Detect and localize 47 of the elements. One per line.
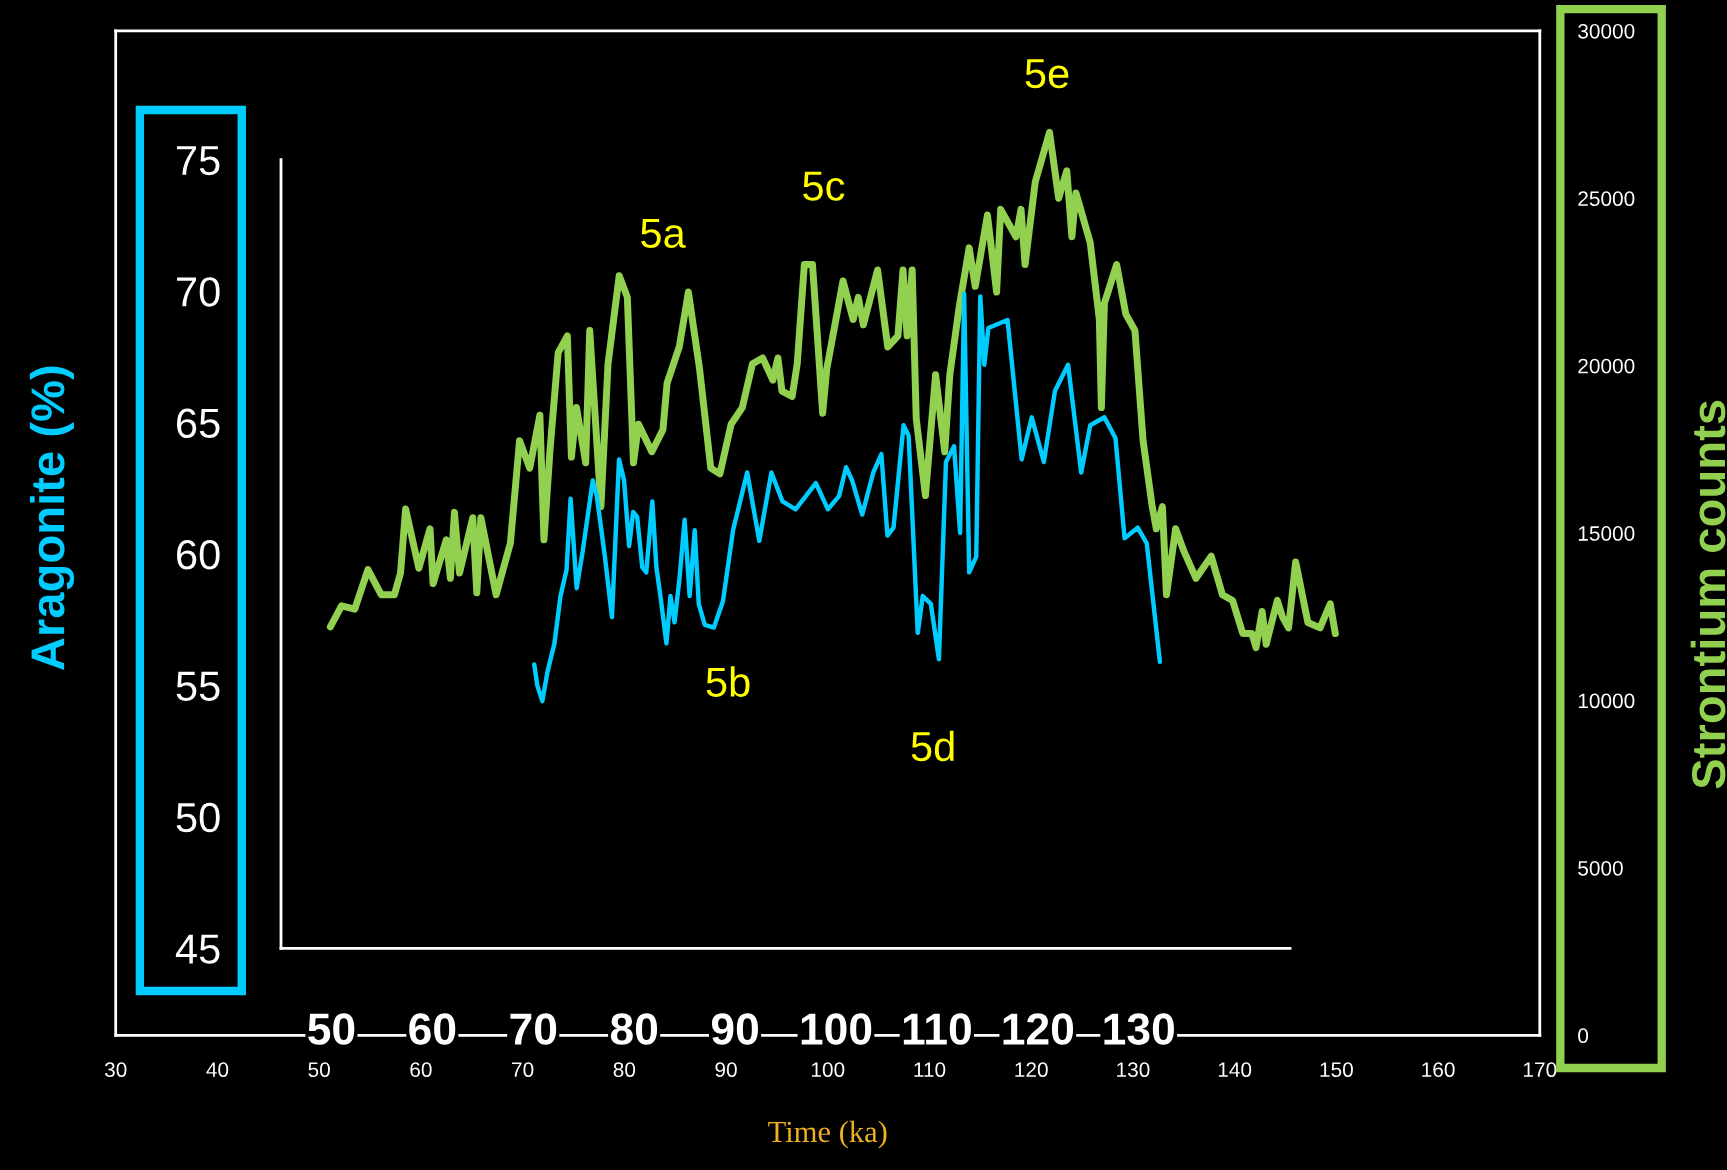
y-tick-label: 45	[175, 934, 220, 964]
x-tick-label: 60	[410, 1062, 432, 1078]
y-tick-label: 20000	[1578, 358, 1635, 374]
y-tick-label: 30000	[1578, 23, 1635, 39]
y-axis-title: Aragonite (%)	[29, 366, 75, 671]
y-tick-label: 0	[1578, 1028, 1589, 1044]
x-tick-label: 130	[1104, 1013, 1174, 1045]
x-tick-label: 160	[1422, 1062, 1455, 1078]
x-tick-label: 170	[1524, 1062, 1557, 1078]
y-tick-label: 60	[177, 540, 220, 570]
annotation: 5a	[641, 218, 686, 248]
y-tick-label: 55	[176, 671, 220, 701]
annotation: 5e	[1025, 59, 1069, 89]
x-tick-label: 80	[610, 1013, 658, 1045]
x-tick-label: 90	[711, 1013, 758, 1045]
y-tick-label: 50	[176, 802, 220, 833]
x-tick-label: 90	[715, 1062, 737, 1078]
x-tick-label: 70	[510, 1013, 557, 1045]
annotation: 5d	[911, 730, 954, 762]
x-tick-label: 50	[308, 1013, 355, 1045]
x-axis-title: Time (ka)	[768, 1120, 887, 1149]
x-tick-label: 100	[801, 1013, 872, 1045]
x-tick-label: 110	[903, 1013, 971, 1045]
x-tick-label: 140	[1218, 1062, 1252, 1078]
y-tick-label: 70	[177, 277, 220, 307]
x-tick-label: 50	[308, 1062, 330, 1078]
x-tick-label: 110	[914, 1062, 946, 1078]
y-tick-label: 65	[177, 408, 220, 439]
y-axis-title: Strontium counts	[1690, 400, 1726, 789]
y-tick-label: 5000	[1578, 860, 1623, 876]
y-tick-label: 75	[177, 146, 220, 176]
x-tick-label: 80	[613, 1062, 636, 1078]
line-series	[532, 291, 1163, 704]
x-tick-label: 120	[1015, 1062, 1048, 1078]
y-tick-label: 15000	[1578, 526, 1635, 541]
y-tick-label: 10000	[1578, 693, 1635, 709]
x-tick-label: 40	[206, 1062, 229, 1078]
x-tick-label: 70	[512, 1062, 534, 1078]
annotation: 5b	[706, 666, 750, 697]
x-tick-label: 100	[811, 1062, 845, 1078]
x-tick-label: 150	[1320, 1062, 1353, 1078]
annotation: 5c	[803, 171, 845, 201]
x-tick-label: 130	[1117, 1062, 1150, 1078]
x-tick-label: 30	[104, 1062, 127, 1078]
x-tick-label: 60	[409, 1013, 456, 1045]
x-tick-label: 120	[1003, 1013, 1074, 1045]
y-tick-label: 25000	[1578, 191, 1635, 207]
